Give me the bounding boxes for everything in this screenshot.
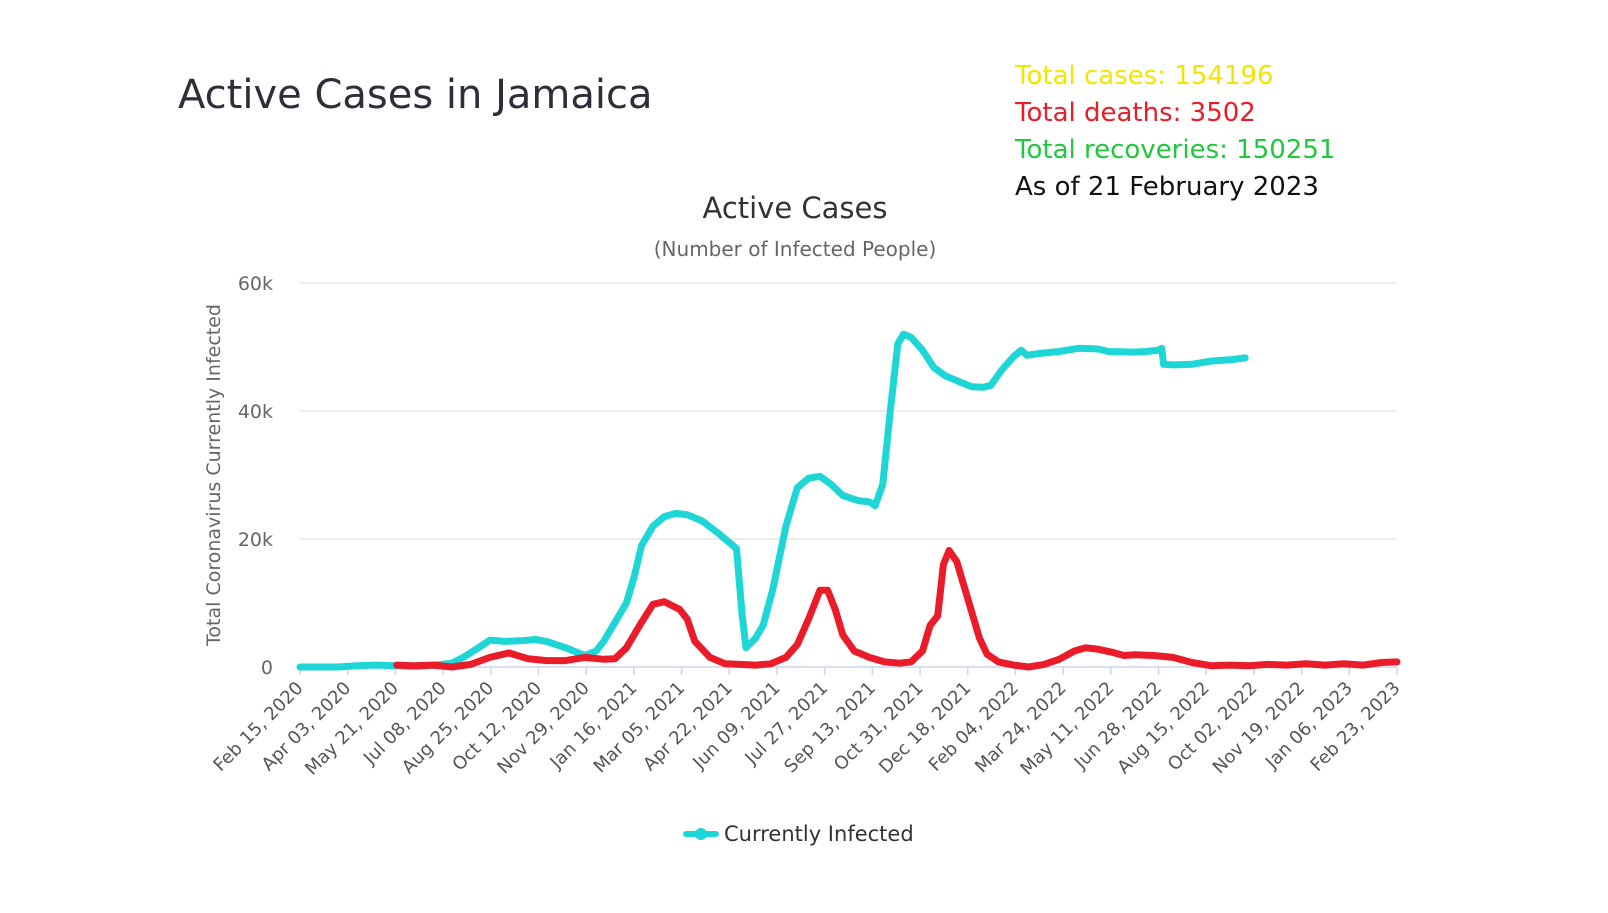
page-title: Active Cases in Jamaica [178,72,653,118]
stats-panel: Total cases: 154196 Total deaths: 3502 T… [1015,58,1335,206]
series-line-currently-infected [296,330,1249,671]
y-tick-label: 40k [238,401,273,423]
legend[interactable]: Currently Infected [683,822,914,846]
legend-swatch-marker [695,828,707,840]
series-lines [296,330,1401,671]
series-line-secondary [393,547,1401,671]
grid-lines [300,282,1397,668]
as-of-date-text: As of 21 February 2023 [1015,172,1319,202]
chart-title: Active Cases [702,191,887,225]
y-axis-label: Total Coronavirus Currently Infected [203,304,225,647]
total-cases-text: Total cases: 154196 [1015,61,1274,91]
legend-item-currently-infected[interactable]: Currently Infected [724,822,914,846]
y-axis-ticks: 0 20k 40k 60k [238,273,273,679]
y-tick-label: 0 [261,657,273,679]
y-tick-label: 60k [238,273,273,295]
total-recoveries-text: Total recoveries: 150251 [1015,135,1336,165]
total-deaths-text: Total deaths: 3502 [1015,98,1256,128]
y-tick-label: 20k [238,529,273,551]
chart-subtitle: (Number of Infected People) [654,237,937,261]
